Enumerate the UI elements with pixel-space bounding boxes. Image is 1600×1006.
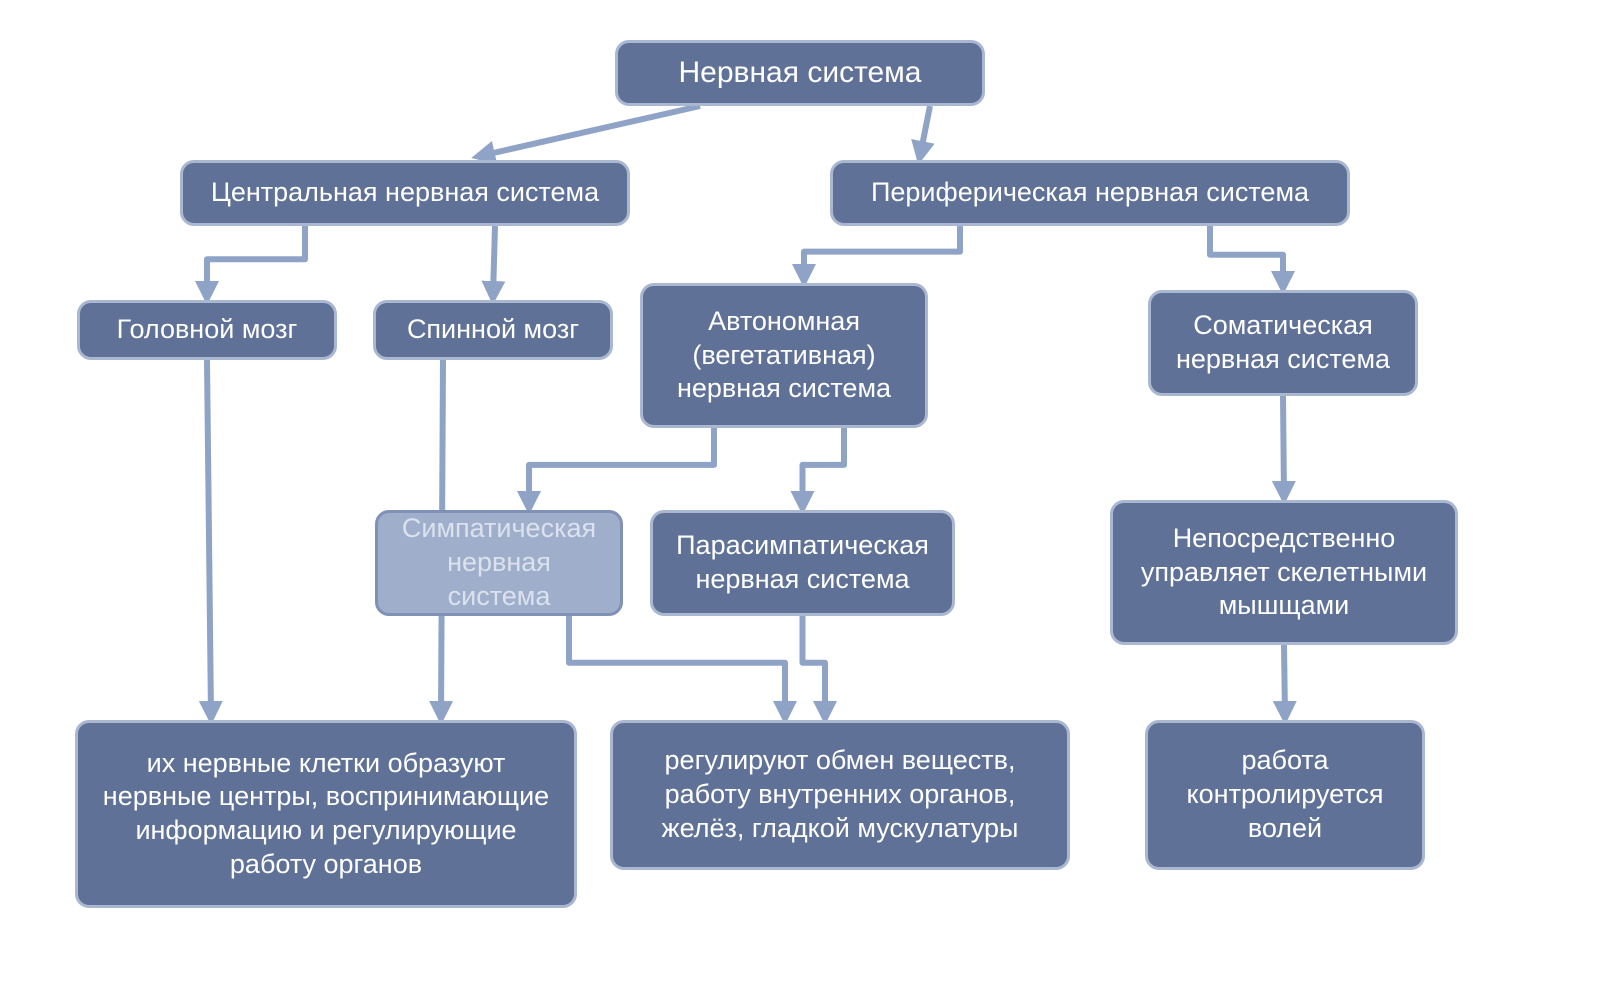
node-sympath: Симпатическая нервная система xyxy=(375,510,623,616)
edge-brain-to-centers xyxy=(207,360,211,716)
node-parasymp: Парасимпатическая нервная система xyxy=(650,510,955,616)
node-centers: их нервные клетки образуют нервные центр… xyxy=(75,720,577,908)
edge-periph-to-autonomic xyxy=(804,226,960,279)
edge-central-to-spinal xyxy=(493,226,495,296)
edge-autonomic-to-sympath xyxy=(529,428,714,506)
node-central: Центральная нервная система xyxy=(180,160,630,226)
edge-autonomic-to-parasymp xyxy=(803,428,845,506)
diagram-stage: Нервная система Центральная нервная систе… xyxy=(0,0,1600,1006)
edge-sympath-to-regulate xyxy=(569,616,785,716)
edge-root-to-periph xyxy=(920,106,930,156)
node-somatic: Соматическая нервная система xyxy=(1148,290,1418,396)
node-periph: Периферическая нервная система xyxy=(830,160,1350,226)
node-voluntary: работа контролируется волей xyxy=(1145,720,1425,870)
edge-somatic-to-direct_ctrl xyxy=(1283,396,1284,496)
edge-direct_ctrl-to-voluntary xyxy=(1284,645,1285,716)
node-autonomic: Автономная (вегетативная) нервная систем… xyxy=(640,283,928,428)
edge-parasymp-to-regulate xyxy=(803,616,826,716)
node-direct_ctrl: Непосредственно управляет скелетными мыш… xyxy=(1110,500,1458,645)
edge-central-to-brain xyxy=(207,226,305,296)
edge-root-to-central xyxy=(480,106,700,156)
node-spinal: Спинной мозг xyxy=(373,300,613,360)
edge-periph-to-somatic xyxy=(1210,226,1283,286)
node-brain: Головной мозг xyxy=(77,300,337,360)
node-root: Нервная система xyxy=(615,40,985,106)
node-regulate: регулируют обмен веществ, работу внутрен… xyxy=(610,720,1070,870)
